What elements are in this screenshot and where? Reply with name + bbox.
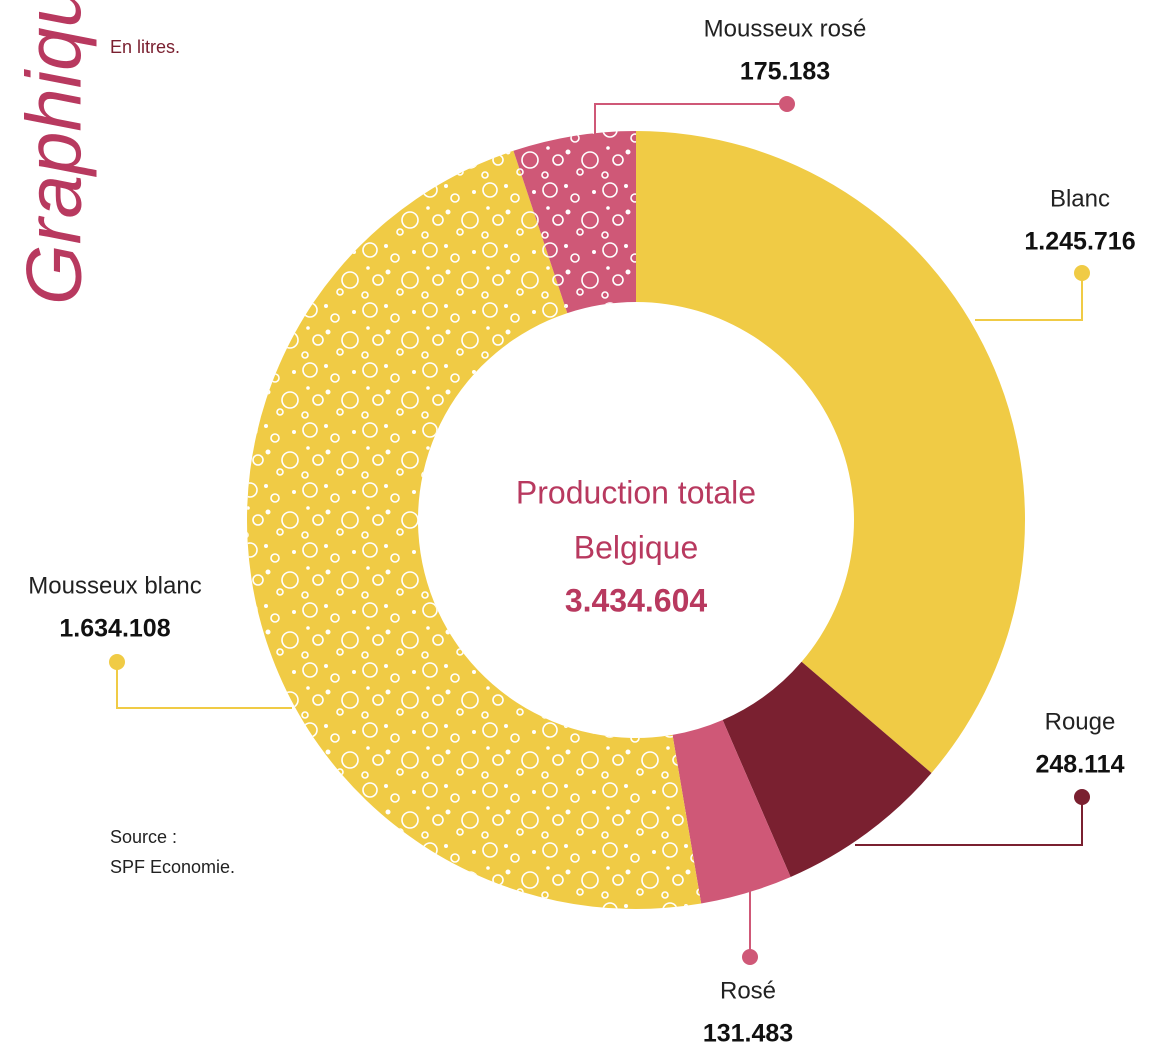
leader-dot [1074,789,1090,805]
center-text: Production totale [516,474,756,510]
slice [672,720,791,904]
value-label: 175.183 [740,58,830,86]
category-label: Rouge [1045,708,1116,735]
category-label: Blanc [1050,185,1110,212]
slice [722,661,932,877]
leader-line [855,797,1083,846]
category-label: Rosé [720,977,776,1004]
leader-dot [779,96,795,112]
value-label: 248.114 [1036,751,1125,779]
chart-title: Graphique [10,0,98,305]
value-label: 1.245.716 [1024,228,1135,256]
leader-dot [109,654,125,670]
leader-dot [1074,265,1090,281]
value-label: 1.634.108 [59,615,170,643]
source: SPF Economie. [110,857,235,877]
center-text: Belgique [574,529,699,565]
leader-dot [742,949,758,965]
total: 3.434.604 [565,582,708,618]
category-label: Mousseux blanc [28,572,201,599]
leader-line [594,103,787,135]
slice [636,131,1026,773]
subtitle: En litres. [110,37,180,57]
source: Source : [110,827,177,847]
value-label: 131.483 [703,1020,793,1043]
leader-line [116,662,292,709]
category-label: Mousseux rosé [704,15,867,42]
leader-line [975,273,1083,321]
